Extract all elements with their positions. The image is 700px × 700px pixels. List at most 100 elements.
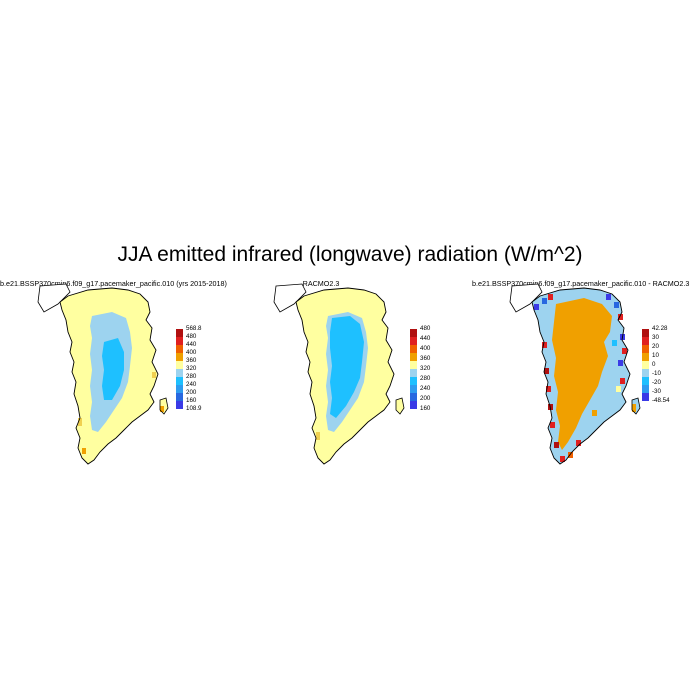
diff-cell xyxy=(542,298,547,304)
colorbar-swatch xyxy=(410,385,417,393)
margin-cell xyxy=(160,406,164,412)
colorbar-tick-label: 200 xyxy=(420,395,431,402)
diff-cell xyxy=(548,294,553,300)
colorbar-tick-label: 320 xyxy=(186,365,197,372)
diff-cell xyxy=(568,452,573,458)
diff-cell xyxy=(544,368,549,374)
colorbar-swatch xyxy=(642,353,649,361)
island-coastline xyxy=(395,397,405,415)
colorbar-swatch xyxy=(410,401,417,409)
panel-diff: b.e21.BSSP370cmip6.f09_g17.pacemaker_pac… xyxy=(472,279,692,472)
colorbar-swatch xyxy=(642,345,649,353)
canada-coast xyxy=(509,283,543,313)
diff-cell xyxy=(616,386,621,392)
colorbar-tick-label: 480 xyxy=(420,325,431,332)
greenland-map-model xyxy=(37,283,169,465)
diff-cell xyxy=(632,404,636,412)
diff-cell xyxy=(546,386,551,392)
colorbar-swatch xyxy=(410,345,417,353)
greenland-map-diff xyxy=(509,283,641,465)
diff-cell xyxy=(620,378,625,384)
colorbar-swatch xyxy=(410,369,417,377)
panel-racmo: RACMO2.3 480 440 400 360 320 280 240 200 160 xyxy=(236,279,456,472)
colorbar-swatch xyxy=(410,353,417,361)
colorbar-tick-label: 440 xyxy=(186,341,197,348)
canada-coast xyxy=(37,283,71,313)
colorbar-tick-label: 108.9 xyxy=(186,405,202,412)
diff-cell xyxy=(612,340,617,346)
colorbar-tick-label: 20 xyxy=(652,343,659,350)
colorbar-swatch xyxy=(642,393,649,401)
colorbar-tick-label: 568.8 xyxy=(186,325,202,332)
margin-cell xyxy=(78,418,82,426)
colorbar-swatch xyxy=(176,361,183,369)
colorbar-swatch xyxy=(176,353,183,361)
colorbar-tick-label: 200 xyxy=(186,389,197,396)
colorbar-swatch xyxy=(410,329,417,337)
diff-cell xyxy=(576,440,581,446)
colorbar-tick-label: 160 xyxy=(420,405,431,412)
colorbar-swatch xyxy=(410,393,417,401)
diff-cell xyxy=(554,442,559,448)
colorbar-tick-label: 400 xyxy=(186,349,197,356)
colorbar-tick-label: 440 xyxy=(420,335,431,342)
canada-coast xyxy=(273,283,307,313)
island-coastline xyxy=(159,397,169,415)
margin-cell xyxy=(82,448,86,454)
colorbar-tick-label: 42.28 xyxy=(652,325,668,332)
figure-title: JJA emitted infrared (longwave) radiatio… xyxy=(117,243,583,266)
colorbar-swatch xyxy=(176,377,183,385)
colorbar-tick-label: 10 xyxy=(652,352,659,359)
diff-cell xyxy=(542,342,547,348)
colorbar-tick-label: 280 xyxy=(420,375,431,382)
colorbar-swatch xyxy=(176,385,183,393)
colorbar-tick-label: -20 xyxy=(652,379,661,386)
colorbar-swatch xyxy=(642,329,649,337)
diff-cell xyxy=(618,360,623,366)
colorbar-tick-label: 30 xyxy=(652,334,659,341)
colorbar-swatch xyxy=(176,329,183,337)
colorbar-tick-label: 320 xyxy=(420,365,431,372)
diff-cell xyxy=(622,348,627,354)
margin-cell xyxy=(152,372,156,378)
colorbar-swatch xyxy=(176,369,183,377)
colorbar-swatch xyxy=(176,393,183,401)
greenland-map-racmo xyxy=(273,283,405,465)
colorbar-tick-label: -10 xyxy=(652,370,661,377)
core-zone xyxy=(102,338,124,400)
colorbar-tick-label: -48.54 xyxy=(652,397,670,404)
colorbar-swatch xyxy=(176,345,183,353)
diff-cell xyxy=(614,302,619,308)
island-coastline xyxy=(631,397,641,415)
colorbar-swatch xyxy=(642,385,649,393)
diff-cell xyxy=(560,456,565,462)
margin-cell xyxy=(316,432,320,440)
colorbar-tick-label: 160 xyxy=(186,397,197,404)
colorbar-swatch xyxy=(642,369,649,377)
colorbar-tick-label: 360 xyxy=(186,357,197,364)
diff-cell xyxy=(550,422,555,428)
colorbar-swatch xyxy=(642,361,649,369)
diff-cell xyxy=(602,402,607,408)
colorbar-swatch xyxy=(410,377,417,385)
colorbar-swatch xyxy=(410,337,417,345)
core-zone xyxy=(330,316,364,418)
coastline xyxy=(59,287,159,465)
coastline xyxy=(531,287,631,465)
colorbar-tick-label: 480 xyxy=(186,333,197,340)
colorbar-tick-label: 360 xyxy=(420,355,431,362)
panel-title: b.e21.BSSP370cmip6.f09_g17.pacemaker_pac… xyxy=(0,279,227,288)
diff-cell xyxy=(606,294,611,300)
colorbar-swatch xyxy=(176,337,183,345)
colorbar-tick-label: 280 xyxy=(186,373,197,380)
panel-title: b.e21.BSSP370cmip6.f09_g17.pacemaker_pac… xyxy=(472,279,690,288)
core-zone xyxy=(552,298,612,450)
colorbar-tick-label: 0 xyxy=(652,361,656,368)
colorbar-swatch xyxy=(642,337,649,345)
diff-cell xyxy=(534,304,539,310)
diff-cell xyxy=(618,314,623,320)
colorbar-swatch xyxy=(642,377,649,385)
colorbar-tick-label: 240 xyxy=(420,385,431,392)
colorbar-tick-label: 240 xyxy=(186,381,197,388)
colorbar-tick-label: 400 xyxy=(420,345,431,352)
